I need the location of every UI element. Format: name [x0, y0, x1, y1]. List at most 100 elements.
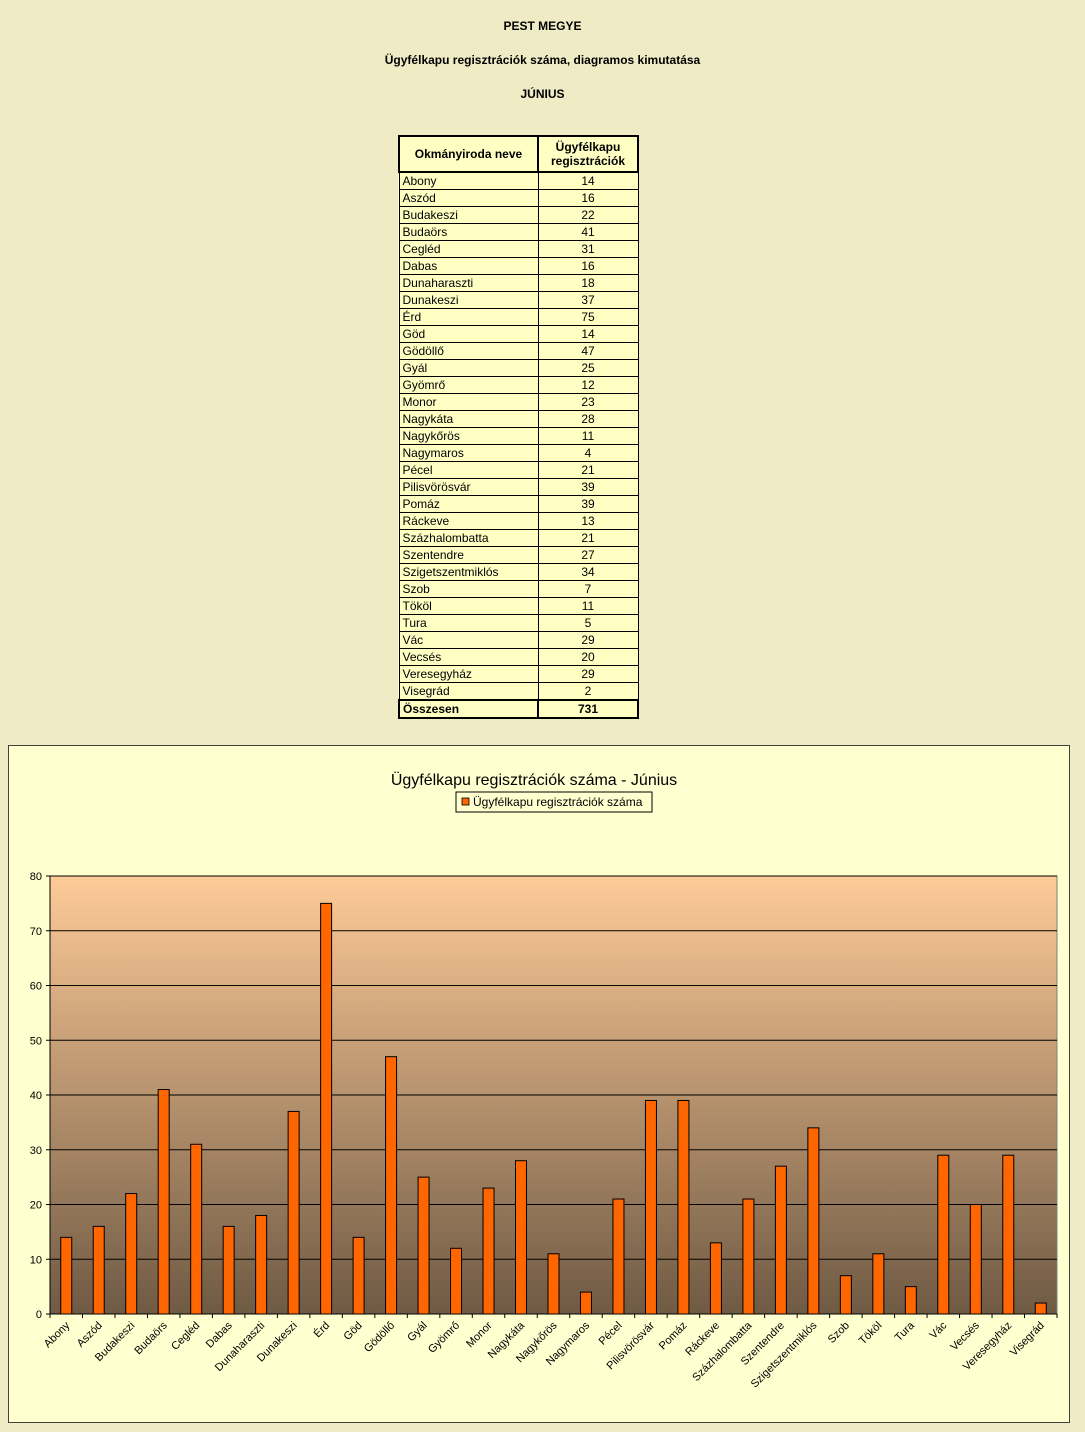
bar [579, 1291, 592, 1315]
bar [320, 902, 333, 1315]
column-header-line1: Ügyfélkapu [555, 140, 621, 154]
bar [547, 1253, 560, 1315]
x-tick-label: Gyömrő [426, 1320, 462, 1356]
column-header-office: Okmányiroda neve [398, 135, 539, 173]
registration-count: 29 [537, 665, 639, 683]
legend-swatch [461, 797, 470, 806]
office-name: Dabas [398, 257, 539, 275]
office-name: Visegrád [398, 682, 539, 701]
office-name: Pécel [398, 461, 539, 479]
office-name: Cegléd [398, 240, 539, 258]
bar [742, 1198, 755, 1315]
registration-count: 16 [537, 257, 639, 275]
x-tick-label: Pécel [597, 1320, 625, 1348]
bar [385, 1056, 398, 1315]
table-row: Veresegyház 29 [398, 665, 639, 683]
bar [125, 1193, 138, 1315]
office-name: Vecsés [398, 648, 539, 666]
office-name: Dunaharaszti [398, 274, 539, 292]
office-name: Százhalombatta [398, 529, 539, 547]
x-tick-label: Vác [928, 1319, 950, 1341]
registration-count: 12 [537, 376, 639, 394]
x-tick-label: Szob [826, 1320, 852, 1346]
office-name: Pilisvörösvár [398, 478, 539, 496]
office-name: Nagymaros [398, 444, 539, 462]
bar [709, 1242, 722, 1315]
registration-count: 25 [537, 359, 639, 377]
registration-count: 14 [537, 171, 639, 190]
table-row: Szentendre 27 [398, 546, 639, 564]
table-row: Tura 5 [398, 614, 639, 632]
registration-count: 34 [537, 563, 639, 581]
table-row: Gyömrő 12 [398, 376, 639, 394]
bar [222, 1225, 235, 1315]
table-row: Tököl 11 [398, 597, 639, 615]
registrations-table: Okmányiroda neve Ügyfélkapu regisztráció… [398, 135, 639, 719]
registration-count: 4 [537, 444, 639, 462]
office-name: Budaörs [398, 223, 539, 241]
x-tick-label: Göd [342, 1320, 365, 1343]
bar [807, 1127, 820, 1315]
y-tick-label: 20 [30, 1200, 42, 1212]
column-header-line2: regisztrációk [550, 154, 626, 168]
registration-count: 11 [537, 427, 639, 445]
table-row: Vác 29 [398, 631, 639, 649]
registration-count: 7 [537, 580, 639, 598]
table-row: Nagykáta 28 [398, 410, 639, 428]
office-name: Budakeszi [398, 206, 539, 224]
office-name: Veresegyház [398, 665, 539, 683]
chart-title: Ügyfélkapu regisztrációk száma - Június [391, 771, 677, 789]
office-name: Nagykőrös [398, 427, 539, 445]
office-name: Szentendre [398, 546, 539, 564]
registration-count: 20 [537, 648, 639, 666]
y-tick-label: 30 [30, 1145, 42, 1157]
registration-count: 22 [537, 206, 639, 224]
bar [417, 1176, 430, 1315]
total-label: Összesen [398, 699, 539, 719]
bar [1034, 1302, 1047, 1315]
registration-count: 31 [537, 240, 639, 258]
registration-count: 21 [537, 461, 639, 479]
bar [677, 1099, 690, 1315]
table-row: Visegrád 2 [398, 682, 639, 701]
registration-count: 21 [537, 529, 639, 547]
table-row: Göd 14 [398, 325, 639, 343]
table-row: Dunakeszi 37 [398, 291, 639, 309]
table-row: Aszód 16 [398, 189, 639, 207]
registration-count: 18 [537, 274, 639, 292]
office-name: Nagykáta [398, 410, 539, 428]
bar [839, 1275, 852, 1315]
office-name: Gyömrő [398, 376, 539, 394]
month-title: JÚNIUS [520, 87, 565, 101]
table-row: Pomáz 39 [398, 495, 639, 513]
bar [969, 1204, 982, 1315]
y-tick-label: 40 [30, 1090, 42, 1102]
table-row: Vecsés 20 [398, 648, 639, 666]
bar [482, 1187, 495, 1315]
report-subtitle: Ügyfélkapu regisztrációk száma, diagramo… [384, 53, 701, 67]
registration-count: 2 [537, 682, 639, 701]
office-name: Szigetszentmiklós [398, 563, 539, 581]
office-name: Abony [398, 171, 539, 190]
x-tick-label: Gyál [405, 1320, 429, 1344]
office-name: Gödöllő [398, 342, 539, 360]
table-row: Pécel 21 [398, 461, 639, 479]
x-tick-label: Visegrád [1008, 1320, 1047, 1359]
gridlines [50, 875, 1057, 1260]
table-row: Gödöllő 47 [398, 342, 639, 360]
table-row: Dabas 16 [398, 257, 639, 275]
table-row: Pilisvörösvár 39 [398, 478, 639, 496]
registration-count: 41 [537, 223, 639, 241]
bar [937, 1154, 950, 1315]
table-row: Cegléd 31 [398, 240, 639, 258]
x-tick-label: Tura [893, 1319, 918, 1344]
table-row: Érd 75 [398, 308, 639, 326]
bar [872, 1253, 885, 1315]
total-row: Összesen 731 [398, 699, 639, 719]
y-tick-label: 50 [30, 1035, 42, 1047]
registration-count: 37 [537, 291, 639, 309]
office-name: Gyál [398, 359, 539, 377]
x-tick-label: Abony [42, 1319, 73, 1350]
bar [774, 1165, 787, 1315]
